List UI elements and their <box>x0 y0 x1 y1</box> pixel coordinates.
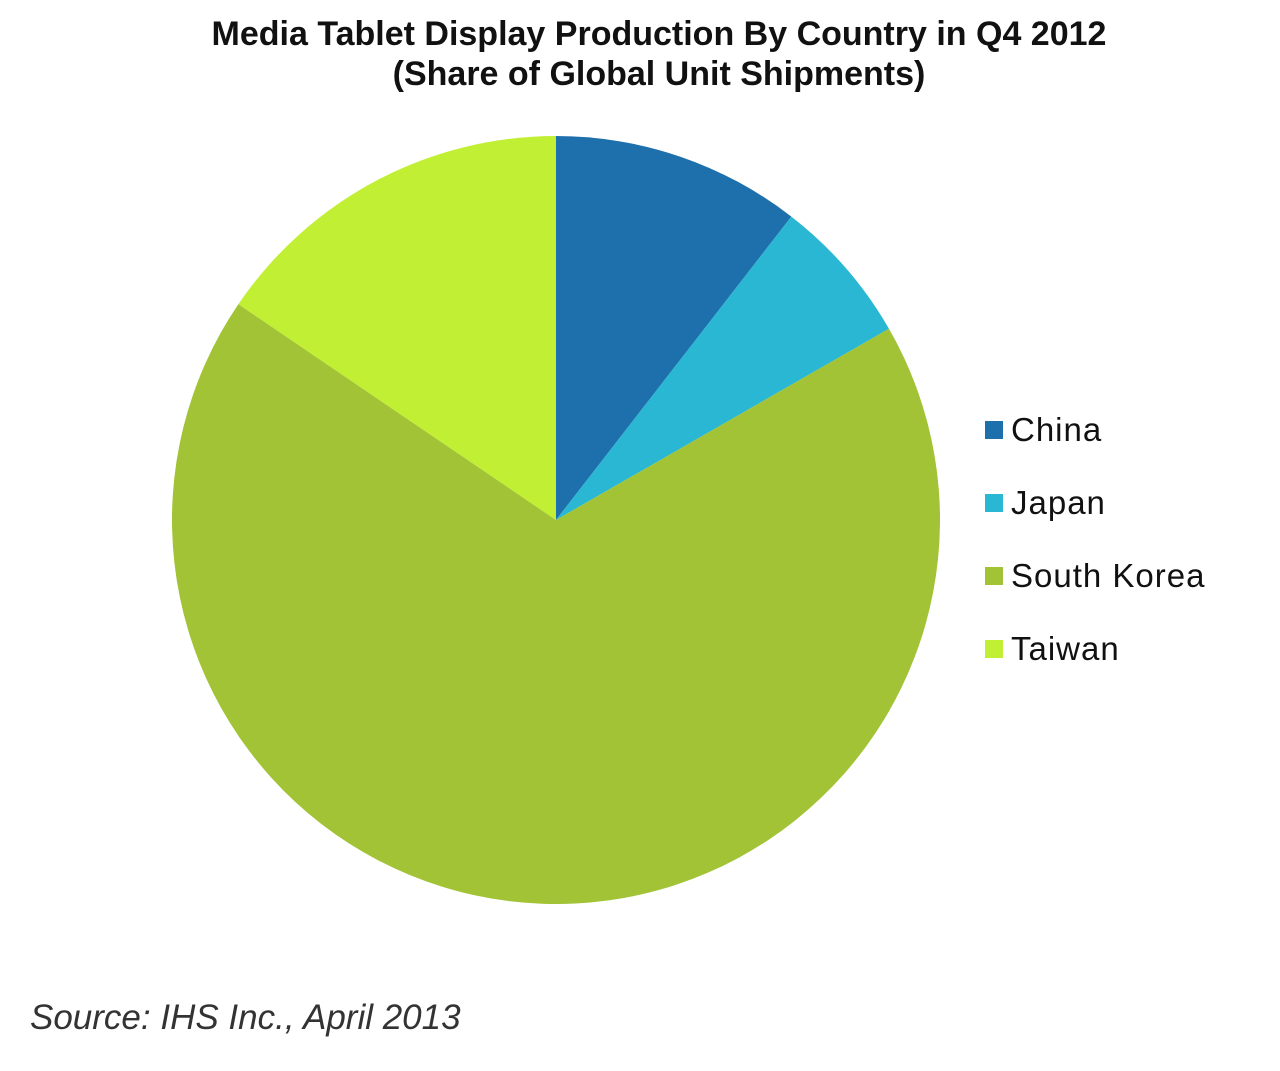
pie-slice-taiwan <box>238 136 556 520</box>
legend-label-taiwan: Taiwan <box>1011 629 1120 667</box>
legend-swatch-south-korea <box>985 566 1003 585</box>
legend: China Japan South Korea Taiwan <box>985 393 1205 685</box>
pie-slices <box>171 136 940 904</box>
source-note: Source: IHS Inc., April 2013 <box>30 998 461 1037</box>
legend-swatch-taiwan <box>985 639 1003 658</box>
legend-label-south-korea: South Korea <box>1011 556 1206 594</box>
chart-title-line-1: Media Tablet Display Production By Count… <box>211 15 1107 53</box>
legend-label-japan: Japan <box>1011 483 1106 521</box>
pie-slice-japan <box>556 216 889 520</box>
legend-swatch-china <box>985 420 1003 439</box>
legend-swatch-japan <box>985 493 1003 512</box>
pie-slice-south-korea <box>171 304 940 904</box>
legend-item-taiwan: Taiwan <box>985 612 1205 685</box>
legend-label-china: China <box>1011 410 1103 448</box>
legend-item-china: China <box>985 393 1205 466</box>
pie-slice-china <box>556 136 792 520</box>
chart-title: Media Tablet Display Production By Count… <box>0 14 1280 94</box>
legend-item-south-korea: South Korea <box>985 539 1205 612</box>
legend-item-japan: Japan <box>985 466 1205 539</box>
chart-subtitle: (Share of Global Unit Shipments) <box>392 55 926 93</box>
